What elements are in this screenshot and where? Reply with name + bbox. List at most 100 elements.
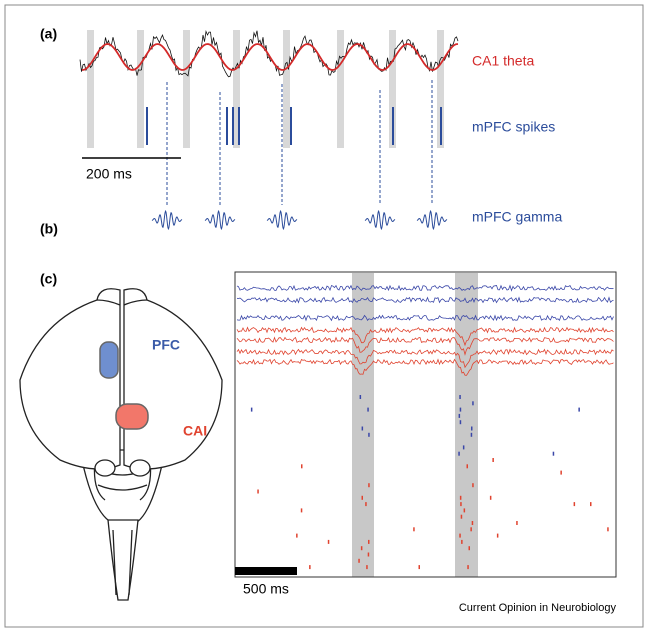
raster-tick — [560, 470, 562, 475]
theta-trough-bars — [87, 30, 444, 148]
lfp-trace — [236, 336, 614, 356]
midbrain — [129, 459, 151, 477]
midbrain — [94, 459, 116, 477]
ca1-label: CAI — [183, 423, 207, 439]
raster-tick — [590, 502, 592, 507]
frame — [4, 4, 644, 628]
raster-tick — [578, 407, 580, 412]
pfc-label: PFC — [152, 337, 180, 353]
lfp-trace — [236, 326, 614, 347]
raster-tick — [309, 565, 311, 570]
gamma-burst — [416, 209, 448, 231]
cerebellum-folds — [93, 459, 152, 501]
olfactory — [96, 299, 148, 306]
raster-tick — [257, 489, 259, 494]
spikes-label: mPFC spikes — [472, 119, 555, 135]
raster-tick — [359, 395, 362, 399]
raster-tick — [466, 464, 468, 469]
raster-tick — [360, 546, 363, 551]
lfp-trace — [236, 348, 614, 369]
brain — [19, 288, 223, 601]
raster-tick — [467, 565, 469, 570]
brainstem-lines — [112, 529, 133, 596]
theta-fit — [81, 43, 459, 71]
raster-tick — [368, 432, 370, 437]
raster-tick — [367, 407, 369, 412]
trough-bar — [137, 30, 144, 148]
traces — [79, 30, 459, 231]
pfc-region — [99, 341, 119, 379]
raster-tick — [471, 521, 474, 525]
panel-label: (c) — [40, 271, 57, 287]
raster-tick — [361, 426, 364, 431]
left-hemisphere — [19, 288, 121, 470]
lfp-trace — [236, 296, 614, 304]
raster-tick — [361, 495, 363, 500]
lfp-trace — [236, 314, 614, 322]
raster-tick — [468, 546, 470, 551]
raster-tick — [552, 451, 555, 456]
theta-label: CA1 theta — [472, 53, 534, 69]
panel-label: (a) — [40, 26, 57, 42]
raster-tick — [300, 508, 303, 513]
raster-tick — [301, 464, 303, 469]
raster-tick — [472, 401, 474, 406]
ca1-region — [115, 403, 149, 430]
panel-label: (b) — [40, 221, 58, 237]
gamma-burst — [204, 209, 236, 231]
raster-tick — [459, 395, 461, 399]
gamma-label: mPFC gamma — [472, 209, 562, 225]
raster-tick — [413, 527, 415, 532]
scale-bar — [235, 567, 297, 575]
footer: Current Opinion in Neurobiology — [459, 602, 617, 614]
gamma-burst — [266, 209, 298, 231]
raster-tick — [516, 521, 518, 525]
trough-bar — [389, 30, 396, 148]
raster-tick — [489, 495, 492, 500]
gamma-burst — [364, 209, 396, 231]
raster-tick — [471, 426, 473, 431]
trough-bar — [283, 30, 290, 148]
plot-frame — [234, 271, 617, 578]
raster-tick — [458, 413, 461, 418]
lfp-trace — [236, 284, 614, 292]
raster-tick — [459, 533, 461, 538]
raster-tick — [250, 407, 253, 412]
raster-tick — [368, 539, 370, 544]
gamma-burst — [151, 209, 183, 231]
raster-tick — [366, 565, 368, 570]
raster-tick — [459, 495, 462, 500]
raster-tick — [461, 539, 463, 544]
raster-tick — [472, 483, 474, 488]
trough-bar — [87, 30, 94, 148]
raster-tick — [460, 502, 462, 507]
raster-tick — [418, 565, 420, 570]
trough-bar — [437, 30, 444, 148]
lfp-trace — [236, 358, 614, 376]
raster-tick — [327, 539, 330, 544]
highlight-band — [352, 273, 374, 577]
trough-bar — [233, 30, 240, 148]
raster-tick — [358, 558, 360, 563]
right-hemisphere — [123, 288, 223, 470]
raster-tick — [470, 432, 473, 437]
raster-tick — [367, 552, 370, 557]
scale-label: 200 ms — [86, 166, 132, 182]
raster-tick — [470, 527, 472, 532]
raster-tick — [573, 502, 576, 507]
raster-tick — [368, 483, 370, 488]
raster-tick — [459, 407, 462, 412]
raster-tick — [607, 527, 609, 532]
raster-tick — [462, 445, 465, 450]
trough-bar — [337, 30, 344, 148]
raster-tick — [458, 451, 460, 456]
raster-tick — [463, 508, 466, 513]
raster-tick — [459, 420, 462, 425]
recording — [236, 284, 614, 570]
raster-tick — [496, 533, 499, 538]
trough-bar — [183, 30, 190, 148]
raster-tick — [460, 514, 463, 519]
raster-tick — [492, 458, 494, 462]
raster-tick — [296, 533, 298, 538]
